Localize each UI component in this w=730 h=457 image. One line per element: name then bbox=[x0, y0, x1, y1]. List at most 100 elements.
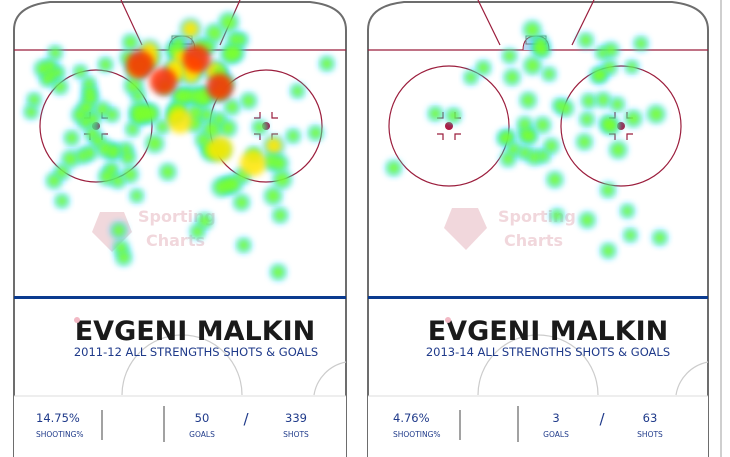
stats-bar bbox=[368, 396, 708, 457]
shot-point bbox=[44, 60, 57, 72]
shot-point bbox=[56, 195, 68, 207]
shots-value: 63 bbox=[643, 411, 658, 425]
watermark-line2: Charts bbox=[504, 231, 563, 250]
center-circle-arc bbox=[477, 334, 599, 396]
goals-value: 50 bbox=[195, 411, 210, 425]
shot-point bbox=[538, 150, 549, 162]
shots-label: SHOTS bbox=[283, 430, 309, 439]
faceoff-circle-right bbox=[560, 65, 682, 187]
shot-point bbox=[192, 225, 204, 238]
shot-point bbox=[583, 95, 595, 107]
shot-point bbox=[602, 184, 614, 196]
shot-point bbox=[524, 130, 536, 143]
shot-point bbox=[100, 170, 114, 184]
hotspot bbox=[167, 108, 193, 134]
shot-point bbox=[611, 143, 625, 157]
shot-point bbox=[242, 94, 255, 107]
shot-point bbox=[28, 94, 40, 106]
player-name: EVGENI MALKIN bbox=[75, 316, 316, 347]
shot-point bbox=[612, 99, 623, 110]
shot-point bbox=[50, 47, 61, 59]
shots-value: 339 bbox=[285, 411, 307, 425]
shot-point bbox=[597, 94, 609, 106]
stats-bar bbox=[14, 396, 346, 457]
rink-boards bbox=[367, 0, 709, 457]
shooting-pct-value: 14.75% bbox=[36, 411, 80, 425]
shot-point bbox=[56, 166, 68, 178]
rink-boards bbox=[13, 0, 347, 457]
shot-point bbox=[75, 66, 86, 77]
shot-point bbox=[123, 168, 137, 181]
shot-point bbox=[63, 152, 77, 166]
shot-point bbox=[182, 20, 199, 38]
shot-point bbox=[597, 47, 608, 58]
faceoff-circle-left bbox=[388, 65, 510, 187]
shot-point bbox=[581, 114, 593, 125]
shot-point bbox=[235, 196, 248, 209]
hotspot bbox=[239, 150, 267, 177]
shot-point bbox=[147, 136, 162, 151]
hotspot bbox=[149, 67, 178, 96]
shot-point bbox=[48, 174, 60, 187]
shot-point bbox=[502, 131, 514, 143]
shot-point bbox=[265, 137, 283, 154]
shot-point bbox=[519, 118, 531, 131]
shot-point bbox=[126, 78, 141, 94]
shot-point bbox=[321, 58, 333, 70]
shot-point bbox=[73, 108, 87, 122]
shot-point bbox=[214, 180, 229, 195]
shot-point bbox=[580, 34, 592, 46]
shot-point bbox=[578, 135, 591, 148]
shot-point bbox=[519, 147, 531, 158]
shot-point bbox=[204, 121, 220, 138]
shot-point bbox=[222, 46, 238, 62]
shot-point bbox=[172, 37, 185, 49]
shot-point bbox=[266, 189, 280, 203]
shot-point bbox=[46, 69, 57, 80]
season-subtitle: 2013-14 ALL STRENGTHS SHOTS & GOALS bbox=[426, 345, 670, 359]
shot-point bbox=[525, 22, 539, 37]
shot-point bbox=[76, 150, 89, 162]
hotspot bbox=[206, 73, 234, 101]
name-dot-icon bbox=[445, 317, 451, 323]
shot-point bbox=[112, 175, 124, 187]
shot-point bbox=[66, 132, 78, 144]
shot-point bbox=[604, 44, 617, 57]
blue-line bbox=[368, 296, 708, 299]
shot-point bbox=[236, 34, 247, 45]
shot-point bbox=[536, 119, 549, 132]
shots-label: SHOTS bbox=[637, 430, 663, 439]
shot-point bbox=[83, 78, 94, 89]
stat-separator: / bbox=[243, 410, 249, 428]
shot-point bbox=[649, 107, 663, 121]
shot-point bbox=[522, 94, 535, 107]
shot-point bbox=[221, 121, 235, 135]
shot-point bbox=[198, 214, 211, 228]
side-circle-arc bbox=[313, 361, 347, 396]
shot-point bbox=[188, 106, 203, 120]
heatmap-layer bbox=[385, 19, 669, 260]
shot-point bbox=[107, 147, 119, 159]
heatmap-layer bbox=[22, 11, 336, 281]
blue-line bbox=[14, 296, 346, 299]
shot-point bbox=[388, 162, 400, 174]
shot-point bbox=[254, 121, 265, 133]
shot-point bbox=[508, 143, 520, 155]
shot-point bbox=[654, 232, 666, 244]
shot-point bbox=[592, 70, 604, 82]
shot-point bbox=[161, 165, 175, 179]
shot-point bbox=[548, 173, 561, 186]
shot-point bbox=[601, 117, 615, 130]
rink-panel-2011-12: Sporting Charts EVGENI MALKIN 2011-12 AL… bbox=[13, 0, 347, 457]
shot-point bbox=[477, 62, 489, 74]
player-name: EVGENI MALKIN bbox=[428, 316, 669, 347]
shot-point bbox=[506, 71, 519, 84]
goals-label: GOALS bbox=[543, 430, 569, 439]
shot-point bbox=[528, 151, 541, 164]
shot-point bbox=[225, 176, 241, 192]
shot-point bbox=[602, 245, 614, 257]
season-subtitle: 2011-12 ALL STRENGTHS SHOTS & GOALS bbox=[74, 345, 318, 359]
shot-point bbox=[545, 140, 558, 152]
shot-point bbox=[96, 103, 109, 116]
